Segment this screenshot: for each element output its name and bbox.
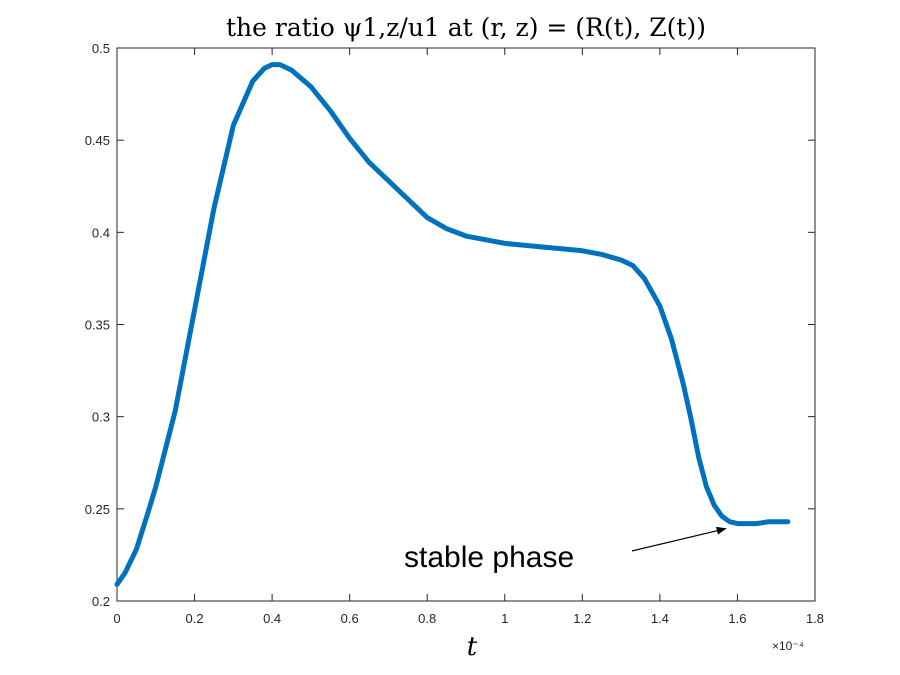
x-tick-label: 0.2 <box>186 611 204 626</box>
x-tick-label: 1.2 <box>573 611 591 626</box>
annotation-arrow <box>631 526 727 552</box>
x-tick-label: 0.4 <box>263 611 281 626</box>
y-tick-label: 0.5 <box>92 41 110 56</box>
annotation-text: stable phase <box>404 541 574 574</box>
y-tick-label: 0.3 <box>92 410 110 425</box>
y-tick-label: 0.45 <box>85 133 110 148</box>
chart-title: the ratio ψ1,z/u1 at (r, z) = (R(t), Z(t… <box>226 13 706 42</box>
x-tick-label: 1.8 <box>806 611 824 626</box>
x-axis-label: t <box>467 632 478 662</box>
y-tick-label: 0.25 <box>85 502 110 517</box>
plot-area: 0 0.2 0.4 0.6 0.8 1 1.2 1.4 1.6 1.80.20.250.30.35… <box>85 41 824 626</box>
y-tick-label: 0.35 <box>85 318 110 333</box>
axes-box <box>116 47 816 602</box>
y-tick-label: 0.4 <box>92 225 110 240</box>
x-tick-label: 1 <box>501 611 508 626</box>
x-tick-label: 1.6 <box>728 611 746 626</box>
x-tick-label: 1.4 <box>651 611 669 626</box>
x-tick-label: 0.8 <box>418 611 436 626</box>
y-tick-label: 0.2 <box>92 594 110 609</box>
x-tick-label: 0.6 <box>341 611 359 626</box>
x-axis-exponent-label: ×10⁻⁴ <box>772 639 804 653</box>
series-line <box>114 62 791 587</box>
x-tick-label: 0 <box>113 611 120 626</box>
